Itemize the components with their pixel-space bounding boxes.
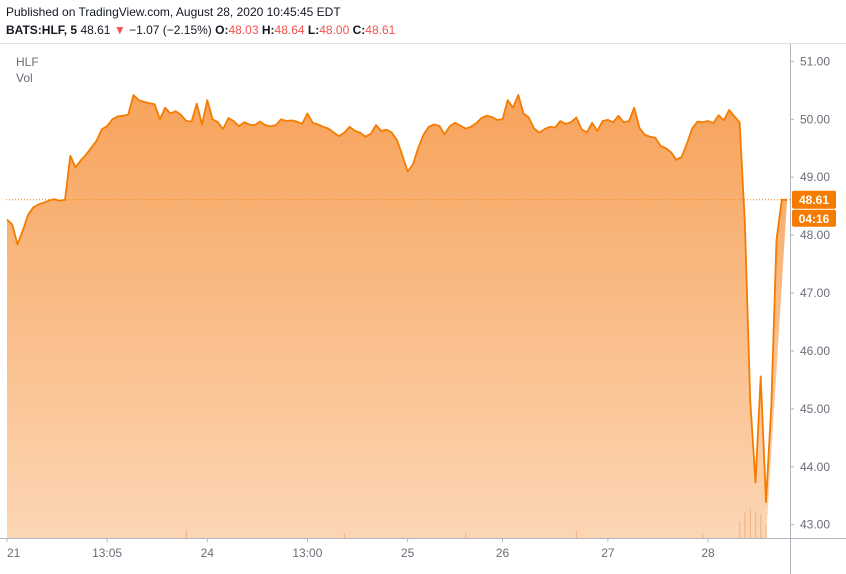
y-tick-label: 44.00 [800, 460, 830, 474]
low-value: 48.00 [319, 23, 350, 37]
volume-bar [755, 511, 757, 538]
legend-symbol[interactable]: HLF [16, 55, 39, 69]
x-tick-label: 27 [601, 546, 615, 560]
volume-bar [343, 533, 345, 538]
high-label: H: [261, 23, 275, 37]
price-line[interactable] [6, 94, 788, 503]
y-tick-label: 45.00 [800, 402, 830, 416]
price-change: −1.07 (−2.15%) [129, 23, 212, 37]
high-value: 48.64 [274, 23, 305, 37]
close-label: C: [352, 23, 366, 37]
price-tag [792, 190, 836, 209]
volume-bar [760, 514, 762, 538]
x-tick-label: 24 [201, 546, 215, 560]
y-tick-label: 43.00 [800, 518, 830, 532]
countdown-value: 04:16 [799, 212, 830, 226]
x-tick-label: 13:00 [292, 546, 322, 560]
volume-bar [739, 521, 741, 538]
published-note: Published on TradingView.com, August 28,… [6, 5, 341, 19]
open-value: 48.03 [228, 23, 259, 37]
down-arrow-icon: ▼ [113, 23, 126, 37]
countdown-tag [792, 209, 836, 227]
x-tick-label: 13:05 [92, 546, 122, 560]
ohlc-header: BATS:HLF, 5 48.61 ▼ −1.07 (−2.15%) O:48.… [6, 23, 395, 37]
y-tick-label: 47.00 [800, 286, 830, 300]
close-value: 48.61 [365, 23, 396, 37]
x-tick-label: 21 [7, 546, 21, 560]
volume-bar [185, 530, 187, 538]
legend-volume[interactable]: Vol [16, 71, 33, 85]
volume-bar [744, 512, 746, 538]
x-tick-label: 25 [401, 546, 415, 560]
y-tick-label: 49.00 [800, 170, 830, 184]
y-tick-label: 46.00 [800, 344, 830, 358]
symbol-label[interactable]: BATS:HLF, 5 [6, 23, 78, 37]
y-tick-label: 51.00 [800, 54, 830, 68]
open-label: O: [215, 23, 229, 37]
y-tick-label: 48.00 [800, 228, 830, 242]
y-tick-label: 50.00 [800, 112, 830, 126]
last-price: 48.61 [80, 23, 111, 37]
x-tick-label: 28 [701, 546, 715, 560]
volume-bar [749, 508, 751, 538]
volume-bar [702, 534, 704, 538]
volume-bar [765, 524, 767, 538]
price-area [7, 95, 788, 538]
price-tag-value: 48.61 [799, 193, 829, 207]
volume-bar [465, 532, 467, 538]
low-label: L: [307, 23, 320, 37]
volume-bar [575, 530, 577, 538]
x-tick-label: 26 [496, 546, 510, 560]
